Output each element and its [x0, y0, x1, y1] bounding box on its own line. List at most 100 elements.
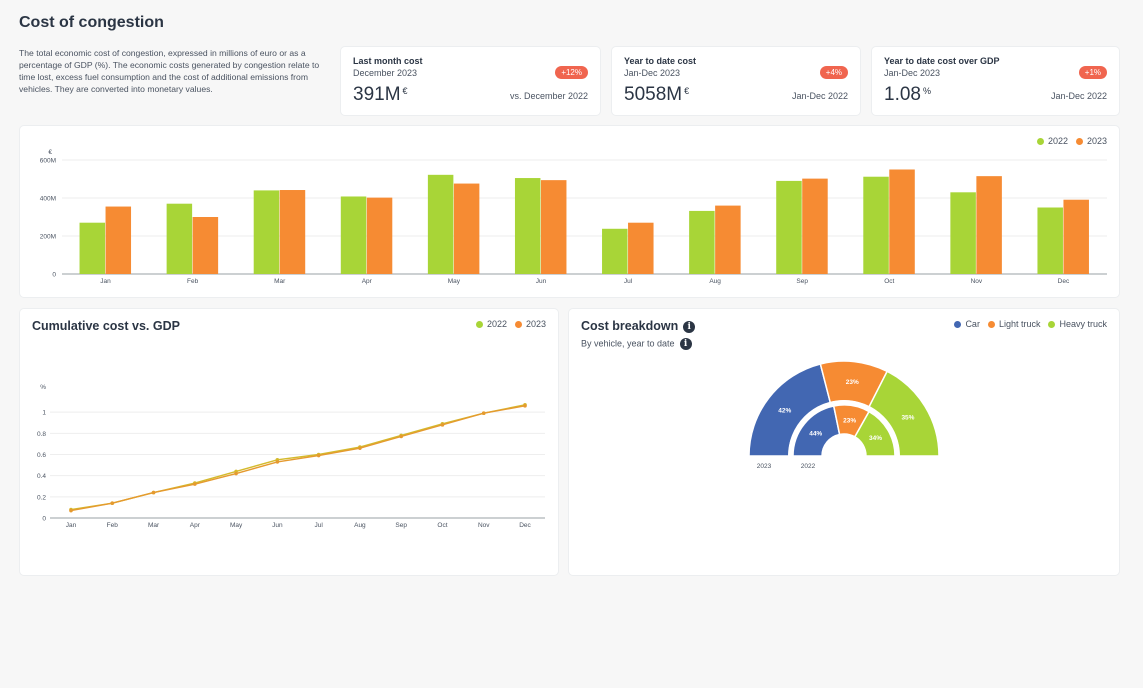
breakdown-legend: Car Light truck Heavy truck	[954, 319, 1107, 329]
data-point-2023	[440, 423, 445, 427]
bar-2022	[776, 180, 802, 274]
ring-separator	[788, 400, 900, 457]
x-tick-label: Apr	[190, 522, 201, 529]
kpi-change-badge: +4%	[819, 66, 848, 79]
data-point-2023	[193, 482, 197, 486]
slice-label: 44%	[809, 430, 822, 437]
bar-2022	[950, 192, 976, 274]
data-point-2023	[110, 501, 115, 505]
kpi-period: December 2023	[353, 68, 418, 78]
ring-label: 2023	[757, 463, 772, 470]
legend-dot	[1075, 137, 1083, 145]
x-tick-label: Mar	[274, 278, 286, 285]
legend-item-heavy-truck[interactable]: Heavy truck	[1048, 319, 1107, 329]
kpi-comparison: Jan-Dec 2022	[791, 91, 848, 101]
data-point-2023	[275, 460, 280, 464]
x-tick-label: Feb	[187, 278, 199, 285]
legend-item-light-truck[interactable]: Light truck	[987, 319, 1040, 329]
x-tick-label: Mar	[148, 522, 160, 529]
kpi-card-ytd-cost: Year to date cost Jan-Dec 2023 +4% 5058M…	[612, 47, 860, 115]
x-tick-label: Jun	[272, 522, 283, 529]
x-tick-label: Aug	[709, 278, 721, 285]
legend-dot	[1036, 137, 1044, 145]
kpi-title: Last month cost	[353, 56, 423, 66]
x-tick-label: Jun	[536, 278, 547, 285]
kpi-comparison: vs. December 2022	[509, 91, 588, 101]
bar-2023	[105, 206, 132, 274]
y-tick-label: 0.6	[37, 452, 46, 459]
x-tick-label: Nov	[971, 278, 983, 285]
page-title: Cost of congestion	[19, 14, 164, 31]
x-tick-label: Oct	[884, 278, 894, 285]
x-tick-label: Aug	[354, 522, 366, 529]
x-tick-label: Dec	[519, 522, 531, 529]
bar-2022	[427, 174, 454, 274]
kpi-value: 391M €	[353, 84, 408, 105]
data-point-2023	[151, 490, 156, 495]
data-point-2023	[358, 446, 362, 450]
data-point-2023	[399, 434, 403, 439]
legend-item-2023[interactable]: 2023	[514, 319, 546, 329]
bar-2022	[863, 176, 889, 274]
breakdown-donut-chart: 42% 23% 35% 2023 44% 23% 34% 2022	[748, 360, 940, 470]
x-tick-label: Dec	[1058, 278, 1070, 285]
slice-label: 23%	[843, 417, 856, 424]
kpi-unit: €	[684, 86, 690, 96]
breakdown-panel: Cost breakdown i By vehicle, year to date…	[569, 309, 1119, 575]
legend-item-2023[interactable]: 2023	[1075, 136, 1107, 146]
slice-label: 35%	[901, 414, 914, 421]
breakdown-subtitle: By vehicle, year to date i	[581, 338, 692, 350]
kpi-period: Jan-Dec 2023	[884, 68, 941, 78]
data-point-2023	[481, 411, 486, 416]
kpi-unit: %	[922, 86, 931, 96]
data-point-2023	[523, 404, 527, 408]
page-description: The total economic cost of congestion, e…	[19, 48, 320, 94]
bar-2023	[802, 178, 828, 274]
y-axis-label: %	[40, 384, 46, 391]
bar-2022	[602, 228, 628, 274]
x-tick-label: May	[230, 522, 243, 529]
legend-dot	[475, 320, 483, 328]
bar-2023	[1063, 199, 1089, 274]
y-tick-label: 200M	[40, 234, 56, 241]
x-tick-label: Nov	[478, 522, 490, 529]
y-tick-label: 0.8	[37, 431, 46, 438]
legend-dot	[514, 320, 522, 328]
x-tick-label: May	[448, 278, 461, 285]
x-tick-label: Apr	[362, 278, 373, 285]
y-tick-label: 0.4	[37, 473, 46, 480]
data-point-2023	[69, 508, 73, 513]
legend-dot	[987, 320, 995, 328]
legend-dot	[954, 320, 962, 328]
bar-2022	[253, 190, 280, 274]
cumulative-line-chart: 0 0.2 0.4 0.6 0.8 1% Jan Feb Mar Apr May Jun Jul Aug S…	[37, 384, 545, 529]
slice-2022-heavy-truck	[853, 410, 896, 457]
legend-item-2022[interactable]: 2022	[1036, 136, 1068, 146]
data-point-2023	[234, 471, 238, 476]
x-tick-label: Sep	[395, 522, 407, 529]
y-tick-label: 0.2	[37, 494, 46, 501]
x-tick-label: Oct	[437, 522, 447, 529]
cumulative-legend: 2022 2023	[475, 319, 546, 329]
bar-2022	[166, 203, 193, 274]
kpi-value: 5058M €	[624, 84, 690, 105]
info-icon[interactable]: i	[683, 320, 696, 333]
legend-item-car[interactable]: Car	[954, 319, 980, 329]
bar-2023	[715, 205, 741, 274]
x-tick-label: Sep	[796, 278, 808, 285]
kpi-value: 1.08%	[884, 84, 931, 105]
bar-2023	[889, 169, 915, 274]
bar-2023	[192, 217, 219, 274]
legend-dot	[1048, 320, 1056, 328]
data-point-2023	[316, 453, 321, 458]
y-tick-label: 600M	[40, 158, 56, 165]
info-icon[interactable]: i	[679, 338, 692, 350]
kpi-unit: €	[402, 86, 408, 96]
y-tick-label: 1	[42, 410, 46, 417]
slice-label: 23%	[846, 379, 859, 386]
y-axis-label: €	[48, 149, 52, 156]
kpi-card-ytd-gdp: Year to date cost over GDP Jan-Dec 2023 …	[872, 47, 1119, 115]
legend-item-2022[interactable]: 2022	[475, 319, 507, 329]
bar-2023	[628, 222, 654, 274]
bar-2022	[514, 178, 541, 274]
